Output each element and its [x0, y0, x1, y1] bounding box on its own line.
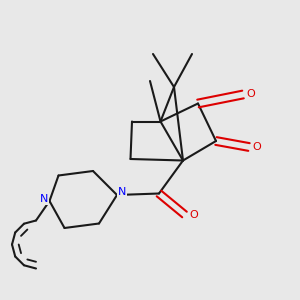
- Text: O: O: [252, 142, 261, 152]
- Text: N: N: [118, 187, 126, 197]
- Text: O: O: [246, 89, 255, 100]
- Text: N: N: [40, 194, 49, 205]
- Text: O: O: [189, 209, 198, 220]
